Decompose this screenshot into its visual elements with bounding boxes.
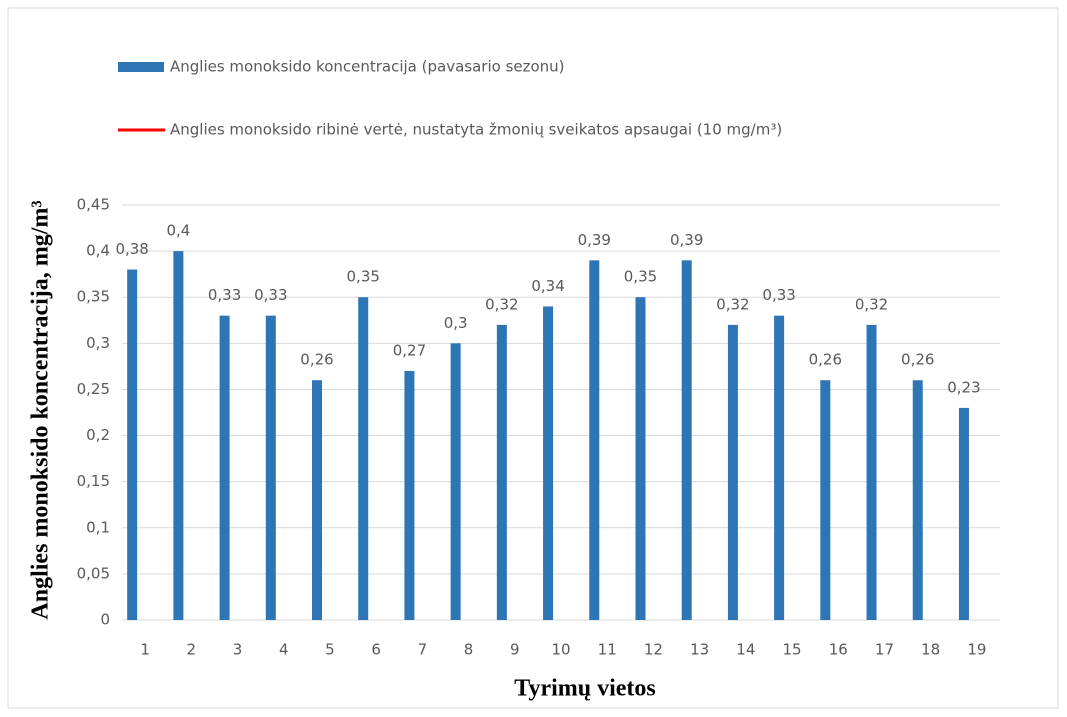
data-label: 0,33 xyxy=(254,286,287,304)
x-tick-label: 8 xyxy=(464,641,474,659)
bar xyxy=(589,260,600,620)
x-tick-label: 5 xyxy=(325,641,335,659)
y-tick-label: 0,3 xyxy=(86,334,110,352)
bar xyxy=(958,407,969,620)
y-tick-label: 0,1 xyxy=(86,518,110,536)
data-label: 0,34 xyxy=(531,277,564,295)
bar xyxy=(265,315,276,620)
data-label: 0,33 xyxy=(208,286,241,304)
data-label: 0,4 xyxy=(166,222,190,240)
data-label: 0,38 xyxy=(115,240,148,258)
data-label: 0,26 xyxy=(809,351,842,369)
bar xyxy=(219,315,230,620)
data-label: 0,32 xyxy=(855,295,888,313)
data-label: 0,39 xyxy=(670,231,703,249)
bar xyxy=(312,380,323,620)
bar xyxy=(635,297,646,620)
data-label: 0,3 xyxy=(444,314,468,332)
bar xyxy=(912,380,923,620)
data-label: 0,33 xyxy=(762,286,795,304)
bar xyxy=(127,269,138,620)
legend-label: Anglies monoksido ribinė vertė, nustatyt… xyxy=(170,121,782,139)
y-tick-label: 0,15 xyxy=(77,472,110,490)
bar xyxy=(450,343,461,620)
y-tick-label: 0,05 xyxy=(77,564,110,582)
x-tick-label: 2 xyxy=(187,641,197,659)
y-tick-label: 0,45 xyxy=(77,196,110,214)
x-tick-label: 18 xyxy=(921,641,940,659)
x-tick-label: 14 xyxy=(736,641,755,659)
data-label: 0,32 xyxy=(716,295,749,313)
bar xyxy=(173,251,184,620)
bar xyxy=(404,371,415,620)
legend-swatch xyxy=(118,62,164,72)
y-tick-label: 0 xyxy=(100,611,110,629)
x-tick-label: 15 xyxy=(783,641,802,659)
data-label: 0,39 xyxy=(578,231,611,249)
y-tick-label: 0,35 xyxy=(77,288,110,306)
x-tick-label: 7 xyxy=(418,641,428,659)
y-tick-label: 0,25 xyxy=(77,380,110,398)
bar xyxy=(820,380,831,620)
bar xyxy=(774,315,785,620)
data-label: 0,26 xyxy=(901,351,934,369)
x-tick-label: 6 xyxy=(371,641,381,659)
data-label: 0,32 xyxy=(485,295,518,313)
x-tick-label: 3 xyxy=(233,641,243,659)
bar xyxy=(866,324,877,620)
x-tick-label: 13 xyxy=(690,641,709,659)
x-tick-label: 12 xyxy=(644,641,663,659)
bar xyxy=(681,260,692,620)
data-label: 0,35 xyxy=(624,268,657,286)
data-label: 0,26 xyxy=(300,351,333,369)
legend-label: Anglies monoksido koncentracija (pavasar… xyxy=(170,58,565,76)
bar xyxy=(727,324,738,620)
data-label: 0,35 xyxy=(347,268,380,286)
x-tick-label: 4 xyxy=(279,641,289,659)
y-tick-label: 0,4 xyxy=(86,242,110,260)
x-tick-label: 11 xyxy=(598,641,617,659)
data-label: 0,27 xyxy=(393,342,426,360)
y-axis-label: Anglies monoksido koncentracija, mg/m³ xyxy=(28,200,54,619)
x-tick-label: 19 xyxy=(967,641,986,659)
x-tick-label: 1 xyxy=(140,641,150,659)
bar xyxy=(543,306,554,620)
x-axis-label: Tyrimų vietos xyxy=(514,676,656,702)
x-tick-label: 9 xyxy=(510,641,520,659)
data-label: 0,23 xyxy=(947,378,980,396)
bar xyxy=(496,324,507,620)
bar xyxy=(358,297,369,620)
y-tick-label: 0,2 xyxy=(86,426,110,444)
x-tick-label: 17 xyxy=(875,641,894,659)
x-tick-label: 16 xyxy=(829,641,848,659)
x-tick-label: 10 xyxy=(551,641,570,659)
